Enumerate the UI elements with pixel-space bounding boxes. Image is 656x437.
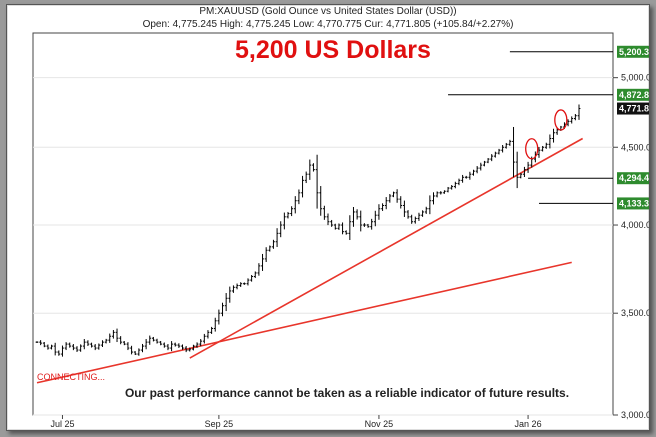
chart-svg: PM:XAUUSD (Gold Ounce vs United States D… bbox=[32, 6, 649, 429]
target-price-label: 4,872.8 bbox=[619, 90, 649, 100]
disclaimer: Our past performance cannot be taken as … bbox=[125, 386, 569, 400]
highlight-circle bbox=[525, 138, 539, 160]
target-price-box bbox=[617, 88, 649, 101]
ohlc-readout: Open: 4,775.245 High: 4,775.245 Low: 4,7… bbox=[143, 19, 514, 30]
x-axis: Jul 25 Sep 25 Nov 25 Jan 26 bbox=[50, 415, 542, 429]
target-price-label: 4,133.3 bbox=[619, 198, 649, 208]
target-lines: 5,200.3 4,872.8 4,294.4 4,133.3 4,771.8 bbox=[448, 45, 649, 210]
y-tick-label: 4,500.0 bbox=[621, 142, 649, 152]
trendline bbox=[189, 137, 584, 359]
plot-area bbox=[32, 32, 614, 416]
x-tick-label: Jul 25 bbox=[50, 419, 74, 429]
target-price-label: 4,294.4 bbox=[619, 173, 649, 183]
connecting-status: CONNECTING... bbox=[37, 372, 105, 382]
headline: 5,200 US Dollars bbox=[235, 36, 431, 64]
current-price-label: 4,771.8 bbox=[619, 104, 649, 114]
highlight-circles bbox=[525, 109, 568, 160]
x-tick-label: Jan 26 bbox=[515, 419, 542, 429]
y-axis: 3,000.0 3,500.0 4,000.0 4,500.0 5,000.0 bbox=[33, 73, 649, 420]
target-price-box bbox=[617, 172, 649, 185]
y-tick-label: 3,000.0 bbox=[621, 410, 649, 420]
target-price-box bbox=[617, 45, 649, 58]
y-tick-label: 4,000.0 bbox=[621, 220, 649, 230]
target-price-box bbox=[617, 197, 649, 210]
current-price-box bbox=[617, 102, 649, 115]
chart-frame: PM:XAUUSD (Gold Ounce vs United States D… bbox=[6, 4, 650, 431]
y-tick-label: 3,500.0 bbox=[621, 308, 649, 318]
chart-title: PM:XAUUSD (Gold Ounce vs United States D… bbox=[199, 6, 456, 17]
trendline bbox=[36, 261, 572, 384]
y-tick-label: 5,000.0 bbox=[621, 73, 649, 83]
x-tick-label: Sep 25 bbox=[205, 419, 234, 429]
target-price-label: 5,200.3 bbox=[619, 47, 649, 57]
candles bbox=[35, 104, 581, 357]
highlight-circle bbox=[554, 109, 568, 131]
x-tick-label: Nov 25 bbox=[365, 419, 394, 429]
